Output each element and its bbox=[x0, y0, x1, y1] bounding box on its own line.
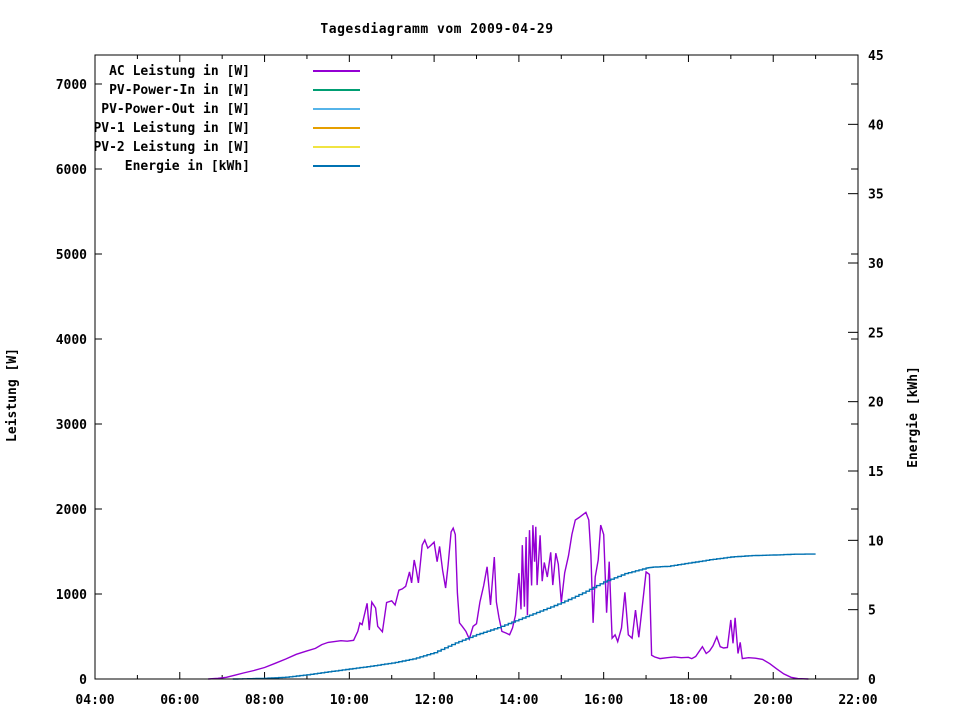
x-tick-label: 04:00 bbox=[75, 693, 114, 708]
y-left-tick-label: 3000 bbox=[56, 418, 87, 433]
data-series bbox=[208, 511, 816, 680]
y-right-tick-label: 25 bbox=[868, 326, 884, 341]
x-tick-label: 22:00 bbox=[838, 693, 877, 708]
y-right-tick-label: 10 bbox=[868, 534, 884, 549]
x-tick-label: 18:00 bbox=[669, 693, 708, 708]
y-right-tick-label: 35 bbox=[868, 188, 884, 203]
x-tick-label: 12:00 bbox=[415, 693, 454, 708]
y-right-tick-label: 15 bbox=[868, 465, 884, 480]
legend-label-4: PV-2 Leistung in [W] bbox=[93, 140, 250, 155]
y-right-tick-label: 0 bbox=[868, 673, 876, 688]
legend-label-0: AC Leistung in [W] bbox=[109, 64, 250, 79]
y-right-tick-label: 30 bbox=[868, 257, 884, 272]
x-tick-label: 16:00 bbox=[584, 693, 623, 708]
legend-label-1: PV-Power-In in [W] bbox=[109, 83, 250, 98]
y-right-tick-label: 5 bbox=[868, 604, 876, 619]
y-right-axis-label: Energie [kWh] bbox=[906, 366, 921, 468]
y-left-tick-label: 2000 bbox=[56, 503, 87, 518]
legend-label-3: PV-1 Leistung in [W] bbox=[93, 121, 250, 136]
y-right-tick-label: 20 bbox=[868, 396, 884, 411]
y-left-tick-label: 5000 bbox=[56, 248, 87, 263]
legend: AC Leistung in [W] PV-Power-In in [W] PV-P… bbox=[93, 64, 360, 174]
y-left-axis-label: Leistung [W] bbox=[5, 348, 20, 442]
y-left-tick-label: 7000 bbox=[56, 78, 87, 93]
x-tick-label: 20:00 bbox=[754, 693, 793, 708]
series-line-energie-in-kwh- bbox=[232, 553, 816, 680]
y-left-tick-label: 0 bbox=[79, 673, 87, 688]
chart-title: Tagesdiagramm vom 2009-04-29 bbox=[320, 22, 553, 37]
legend-label-2: PV-Power-Out in [W] bbox=[101, 102, 250, 117]
x-tick-label: 06:00 bbox=[160, 693, 199, 708]
y-left-tick-label: 6000 bbox=[56, 163, 87, 178]
y-right-tick-label: 40 bbox=[868, 118, 884, 133]
axis-tick-labels: 04:00 06:00 08:00 10:00 12:00 14:00 16:00 18:00… bbox=[56, 49, 884, 708]
x-tick-label: 10:00 bbox=[330, 693, 369, 708]
plot-border bbox=[94, 54, 859, 680]
y-left-tick-label: 1000 bbox=[56, 588, 87, 603]
x-tick-label: 08:00 bbox=[245, 693, 284, 708]
y-left-tick-label: 4000 bbox=[56, 333, 87, 348]
series-line-ac-leistung-in-w- bbox=[208, 511, 809, 680]
y-right-tick-label: 45 bbox=[868, 49, 884, 64]
x-tick-label: 14:00 bbox=[499, 693, 538, 708]
legend-label-5: Energie in [kWh] bbox=[125, 159, 250, 174]
